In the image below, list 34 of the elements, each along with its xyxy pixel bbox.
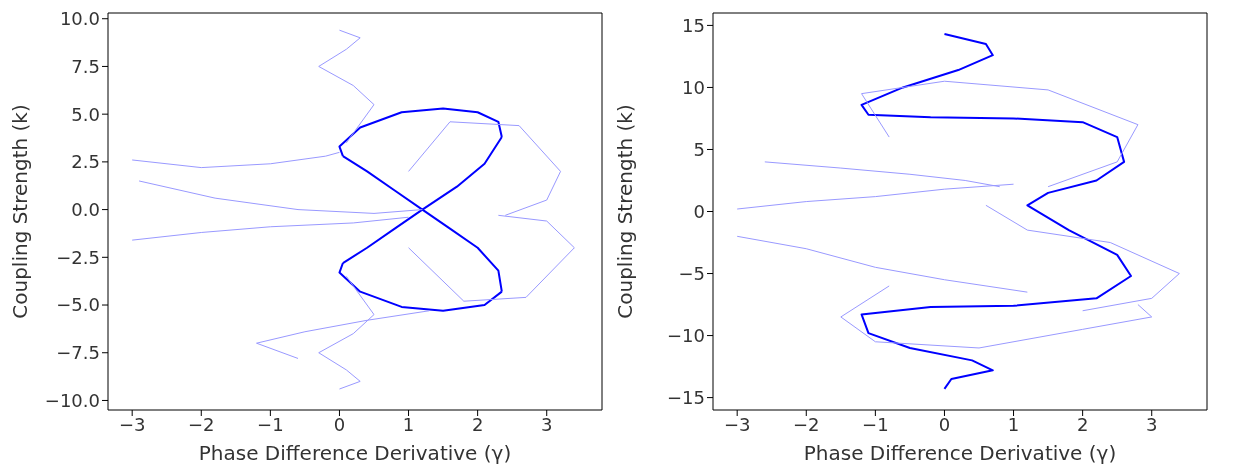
y-tick-label: −10.0 xyxy=(44,389,100,411)
x-tick-label: −2 xyxy=(793,413,820,435)
y-axis-title: Coupling Strength (k) xyxy=(8,104,33,319)
y-tick-label: 5.0 xyxy=(71,103,100,125)
y-tick-label: −5 xyxy=(678,262,705,284)
y-tick-label: 15 xyxy=(682,14,705,36)
y-tick-label: 0.0 xyxy=(71,198,100,220)
x-tick-label: 0 xyxy=(938,413,951,435)
x-axis-title: Phase Difference Derivative (γ) xyxy=(803,441,1117,465)
x-tick-label: −3 xyxy=(118,413,146,435)
x-tick-label: 2 xyxy=(471,413,484,435)
y-tick-label: 0 xyxy=(693,200,705,222)
x-tick-label: 1 xyxy=(402,413,415,435)
x-tick-label: 3 xyxy=(541,413,553,435)
x-tick-label: −1 xyxy=(257,413,284,435)
x-axis-title: Phase Difference Derivative (γ) xyxy=(198,441,512,465)
x-tick-label: 0 xyxy=(333,413,346,435)
x-tick-label: 3 xyxy=(1146,413,1158,435)
x-tick-label: −2 xyxy=(188,413,215,435)
y-axis-title: Coupling Strength (k) xyxy=(613,104,638,319)
y-tick-label: 5 xyxy=(693,138,705,160)
x-tick-label: −3 xyxy=(723,413,751,435)
y-tick-label: −7.5 xyxy=(56,342,100,364)
y-tick-label: 10.0 xyxy=(59,8,100,30)
x-tick-label: 1 xyxy=(1007,413,1020,435)
y-tick-label: 10 xyxy=(682,76,705,98)
x-tick-label: 2 xyxy=(1076,413,1089,435)
y-tick-label: −2.5 xyxy=(56,246,100,268)
y-tick-label: 7.5 xyxy=(71,55,100,77)
y-tick-label: −5.0 xyxy=(56,294,100,316)
y-tick-label: −10 xyxy=(667,324,705,346)
y-tick-label: 2.5 xyxy=(71,151,100,173)
y-tick-label: −15 xyxy=(667,386,705,408)
x-tick-label: −1 xyxy=(862,413,889,435)
